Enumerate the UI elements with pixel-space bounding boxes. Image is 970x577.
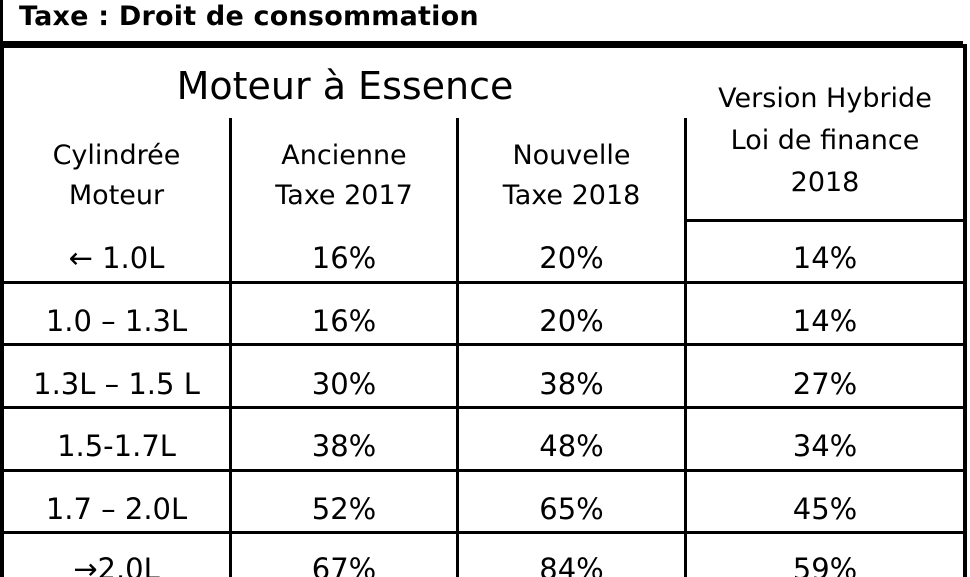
col-divider-2 <box>456 118 459 577</box>
row-divider-2 <box>0 343 967 346</box>
header-old-tax-line1: Ancienne <box>281 140 407 171</box>
header-cylinder-line2: Moteur <box>68 180 165 211</box>
col-divider-3 <box>684 118 687 577</box>
cell-cylinder: 1.5-1.7L <box>57 429 176 463</box>
header-new-tax: Nouvelle Taxe 2018 <box>459 136 684 216</box>
cell-new-tax: 48% <box>539 429 604 463</box>
cell-new-tax: 84% <box>539 552 604 577</box>
cell-hybrid: 45% <box>792 492 858 526</box>
cell-hybrid: 59% <box>792 552 858 577</box>
hybrid-header-bottom <box>684 219 965 222</box>
cell-old-tax: 30% <box>311 367 377 401</box>
cell-old-tax: 67% <box>311 552 377 577</box>
cell-old-tax: 16% <box>311 304 377 338</box>
header-hybrid-line3: 2018 <box>790 167 860 198</box>
table-top-border <box>0 44 967 48</box>
cell-cylinder: ← 1.0L <box>68 241 165 275</box>
row-divider-4 <box>0 469 967 472</box>
cell-cylinder: 1.3L – 1.5 L <box>33 367 200 401</box>
header-cylinder: Cylindrée Moteur <box>4 136 229 216</box>
table-right-border <box>963 44 967 577</box>
document-title: Taxe : Droit de consommation <box>19 1 479 32</box>
col-divider-1 <box>229 118 232 577</box>
cell-hybrid: 27% <box>792 367 858 401</box>
header-cylinder-line1: Cylindrée <box>52 140 181 171</box>
header-hybrid-line2: Loi de finance <box>730 125 920 156</box>
row-divider-5 <box>0 531 967 534</box>
header-new-tax-line1: Nouvelle <box>512 140 631 171</box>
cell-hybrid: 14% <box>792 241 858 275</box>
cell-cylinder: 1.7 – 2.0L <box>45 492 188 526</box>
cell-old-tax: 52% <box>311 492 377 526</box>
cell-cylinder: 1.0 – 1.3L <box>45 304 188 338</box>
header-hybrid: Version Hybride Loi de finance 2018 <box>687 78 963 204</box>
cell-old-tax: 16% <box>311 241 377 275</box>
group-header-gasoline: Moteur à Essence <box>176 64 514 108</box>
header-old-tax-line2: Taxe 2017 <box>275 180 413 211</box>
header-new-tax-line2: Taxe 2018 <box>502 180 641 211</box>
row-divider-1 <box>0 281 967 284</box>
cell-old-tax: 38% <box>311 429 377 463</box>
row-divider-3 <box>0 406 967 409</box>
cell-hybrid: 14% <box>792 304 858 338</box>
title-bar: Taxe : Droit de consommation <box>0 0 963 44</box>
header-old-tax: Ancienne Taxe 2017 <box>232 136 456 216</box>
cell-new-tax: 20% <box>539 304 604 338</box>
cell-new-tax: 20% <box>539 241 604 275</box>
cell-new-tax: 38% <box>539 367 604 401</box>
cell-hybrid: 34% <box>792 429 858 463</box>
header-hybrid-line1: Version Hybride <box>718 83 932 114</box>
cell-new-tax: 65% <box>539 492 604 526</box>
cell-cylinder: →2.0L <box>73 552 160 577</box>
table-left-border <box>0 44 4 577</box>
